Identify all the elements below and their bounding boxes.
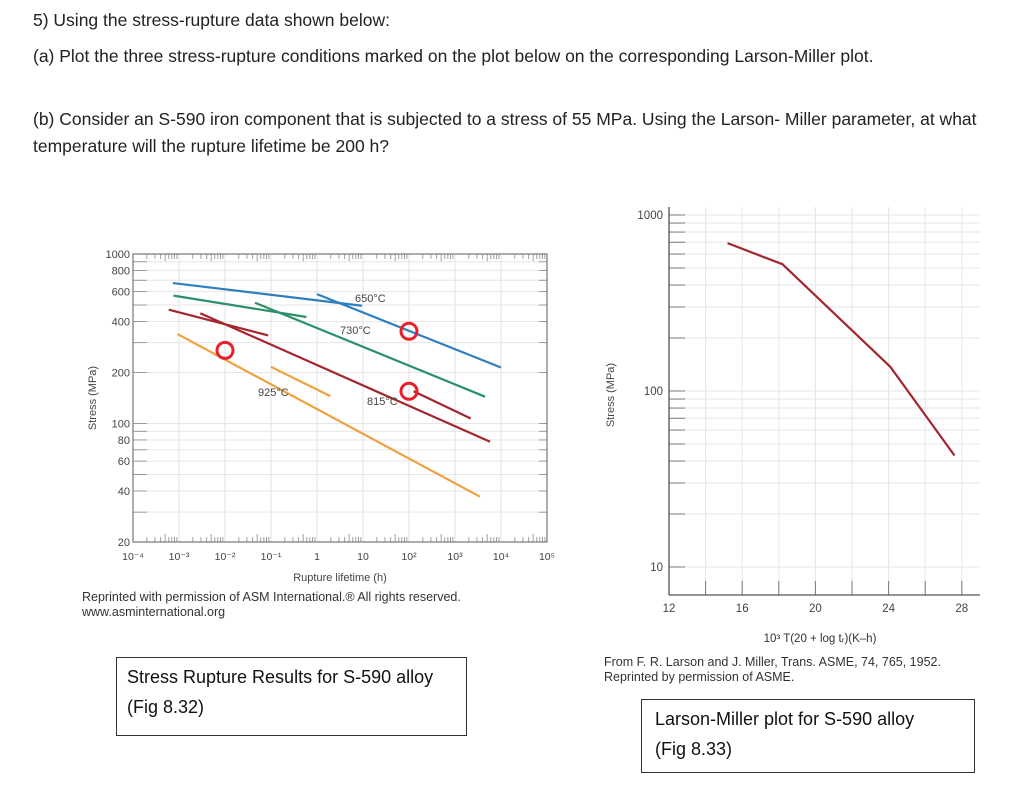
fig833-caption-box: Larson-Miller plot for S-590 alloy (Fig … bbox=[641, 699, 975, 773]
chart1-y-tick-label: 800 bbox=[112, 265, 130, 277]
chart1-series-line-0 bbox=[172, 281, 363, 307]
chart2-plot: 12 16 20 24 28 1000 100 10 10³ T(20 + log tᵣ)(K–… bbox=[605, 207, 980, 645]
fig832-box-line1: Stress Rupture Results for S-590 alloy bbox=[127, 667, 434, 687]
chart1-series-line-3 bbox=[270, 365, 331, 398]
chart1-series-label: 925°C bbox=[258, 387, 289, 399]
fig833-credit-line1: From F. R. Larson and J. Miller, Trans. … bbox=[604, 655, 941, 669]
chart1-series-line-2 bbox=[199, 312, 491, 443]
chart1-y-tick-label: 600 bbox=[112, 287, 130, 299]
chart1-y-tick-label: 40 bbox=[118, 486, 130, 498]
chart1-series-label: 650°C bbox=[355, 293, 386, 305]
chart2-y-tick-label: 1000 bbox=[637, 210, 663, 222]
chart1-x-tick-label: 10⁻⁴ bbox=[122, 551, 144, 563]
chart1-y-tick-label: 100 bbox=[112, 419, 130, 431]
chart1-series-line-0 bbox=[316, 293, 502, 369]
chart1-x-tick-label: 10⁻¹ bbox=[261, 551, 282, 563]
fig832-credit-line2: www.asminternational.org bbox=[82, 605, 226, 619]
chart2-x-axis-label: 10³ T(20 + log tᵣ)(K–h) bbox=[764, 633, 877, 645]
fig833-box-line2: (Fig 8.33) bbox=[655, 739, 733, 759]
chart1-x-tick-label: 10⁻² bbox=[215, 551, 236, 563]
chart2-series-line-0 bbox=[727, 242, 956, 457]
chart1-x-tick-label: 1 bbox=[314, 551, 320, 563]
chart1-series-line-2 bbox=[413, 390, 472, 420]
chart1-marked-point bbox=[399, 381, 419, 401]
question-part-a: (a) Plot the three stress-rupture condit… bbox=[33, 46, 874, 66]
chart1-x-tick-label: 10⁵ bbox=[539, 551, 555, 563]
chart1-series-line-2 bbox=[168, 308, 269, 337]
chart1-series-line-1 bbox=[254, 301, 486, 398]
chart2-y-tick-label: 10 bbox=[650, 562, 663, 574]
chart1-x-axis-label: Rupture lifetime (h) bbox=[293, 572, 387, 584]
fig833-box-line1: Larson-Miller plot for S-590 alloy bbox=[655, 709, 915, 729]
chart2-x-tick-label: 28 bbox=[955, 603, 968, 615]
chart1-plot: 10⁻⁴ 10⁻³ 10⁻² 10⁻¹ 1 10 10² 10³ 10⁴ 10⁵ 1000 800 60… bbox=[87, 249, 555, 584]
fig832-caption-box: Stress Rupture Results for S-590 alloy (… bbox=[116, 657, 467, 736]
chart2-y-axis-label: Stress (MPa) bbox=[605, 363, 617, 427]
chart1-series-label: 730°C bbox=[340, 325, 371, 337]
question-title: 5) Using the stress-rupture data shown b… bbox=[33, 10, 390, 30]
chart1-series-line-3 bbox=[177, 333, 481, 498]
question-part-b: (b) Consider an S-590 iron component tha… bbox=[33, 109, 977, 156]
chart1-y-tick-label: 200 bbox=[112, 367, 130, 379]
chart1-x-tick-label: 10² bbox=[401, 551, 417, 563]
chart1-marked-point bbox=[215, 340, 235, 360]
fig832-credit-line1: Reprinted with permission of ASM Interna… bbox=[82, 590, 461, 604]
chart1-y-tick-label: 400 bbox=[112, 316, 130, 328]
chart1-y-axis-label: Stress (MPa) bbox=[87, 366, 99, 430]
chart2-x-tick-label: 24 bbox=[882, 603, 895, 615]
chart2-x-tick-label: 16 bbox=[736, 603, 749, 615]
chart1-series-label: 815°C bbox=[367, 396, 398, 408]
chart2-y-tick-label: 100 bbox=[644, 386, 663, 398]
fig832-box-line2: (Fig 8.32) bbox=[127, 697, 205, 717]
chart2-x-tick-label: 12 bbox=[663, 603, 676, 615]
chart1-series-line-1 bbox=[173, 294, 307, 319]
chart1-y-tick-label: 20 bbox=[118, 537, 130, 549]
chart1-frame bbox=[132, 253, 548, 543]
chart1-x-tick-label: 10 bbox=[357, 551, 369, 563]
chart1-x-tick-label: 10³ bbox=[447, 551, 463, 563]
fig833-credit-line2: Reprinted by permission of ASME. bbox=[604, 670, 795, 684]
chart1-x-tick-label: 10⁴ bbox=[493, 551, 509, 563]
chart1-x-tick-label: 10⁻³ bbox=[169, 551, 190, 563]
chart1-y-tick-label: 60 bbox=[118, 456, 130, 468]
chart1-y-tick-label: 1000 bbox=[106, 249, 130, 261]
chart2-x-tick-label: 20 bbox=[809, 603, 822, 615]
chart1-marked-point bbox=[399, 321, 419, 341]
chart1-y-tick-label: 80 bbox=[118, 435, 130, 447]
